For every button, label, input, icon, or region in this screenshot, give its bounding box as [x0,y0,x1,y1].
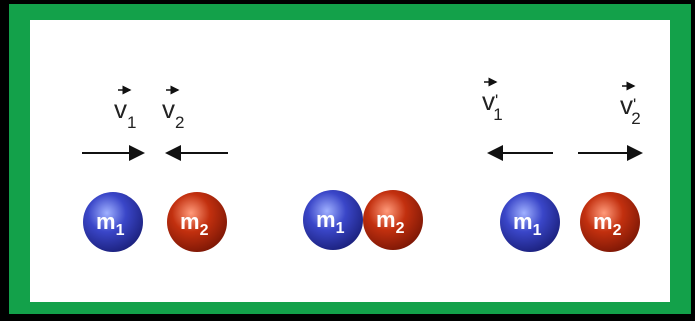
symbol: v [114,94,127,124]
body: v1 v2 m1 m2 m1 m2 v'1 v'2 m1 m2 (() => {… [0,0,695,321]
symbol: m [96,209,116,234]
subscript: 1 [493,105,502,124]
subscript: 1 [533,222,542,239]
subscript: 2 [631,109,640,128]
page: {"scenes": [ {"velocities": [{"symbol": … [0,0,695,321]
subscript: 2 [175,113,184,132]
subscript: 1 [336,220,345,237]
subscript: 1 [127,113,136,132]
subscript: 1 [116,222,125,239]
symbol: m [180,209,200,234]
diagram: v1 v2 m1 m2 m1 m2 v'1 v'2 m1 m2 [0,0,695,321]
symbol: m [376,207,396,232]
canvas [30,20,670,302]
symbol: v [162,94,175,124]
subscript: 2 [200,222,209,239]
symbol: m [513,209,533,234]
subscript: 2 [396,220,405,237]
subscript: 2 [613,222,622,239]
symbol: m [316,207,336,232]
symbol: m [593,209,613,234]
